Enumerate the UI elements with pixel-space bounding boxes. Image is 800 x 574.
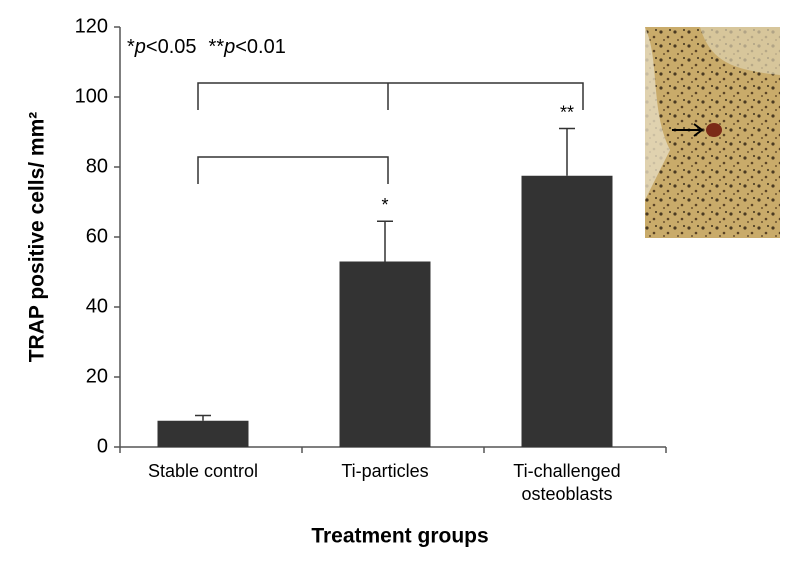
bar: [339, 261, 431, 447]
significance-brackets: [197, 82, 584, 184]
bar: [157, 420, 249, 447]
y-tick-label: 0: [97, 435, 108, 457]
x-tick-label: osteoblasts: [521, 484, 612, 504]
inset-image: [645, 27, 780, 238]
significance-label: **: [560, 102, 574, 122]
x-tick-label: Ti-challenged: [513, 461, 620, 481]
note-part: p: [223, 36, 235, 58]
error-bar: [377, 220, 393, 262]
y-tick-label: 20: [86, 365, 108, 387]
note-part: <0.01: [235, 36, 286, 58]
y-axis-title: TRAP positive cells/ mm²: [26, 112, 49, 363]
note-part: **: [209, 36, 225, 58]
y-tick-label: 120: [75, 15, 108, 37]
x-tick-label: Stable control: [148, 461, 258, 481]
y-tick-label: 60: [86, 225, 108, 247]
significance-label: *: [381, 195, 388, 215]
error-bar: [559, 127, 575, 176]
x-axis-title: Treatment groups: [311, 525, 488, 548]
x-tick-label: Ti-particles: [341, 461, 428, 481]
bar: [521, 175, 613, 447]
significance-note: *p<0.05 **p<0.01: [127, 36, 286, 58]
note-part: <0.05: [146, 36, 197, 58]
note-part: *: [127, 36, 135, 58]
error-bar: [195, 414, 211, 421]
y-tick-label: 100: [75, 85, 108, 107]
y-tick-label: 80: [86, 155, 108, 177]
note-part: p: [134, 36, 146, 58]
y-tick-label: 40: [86, 295, 108, 317]
